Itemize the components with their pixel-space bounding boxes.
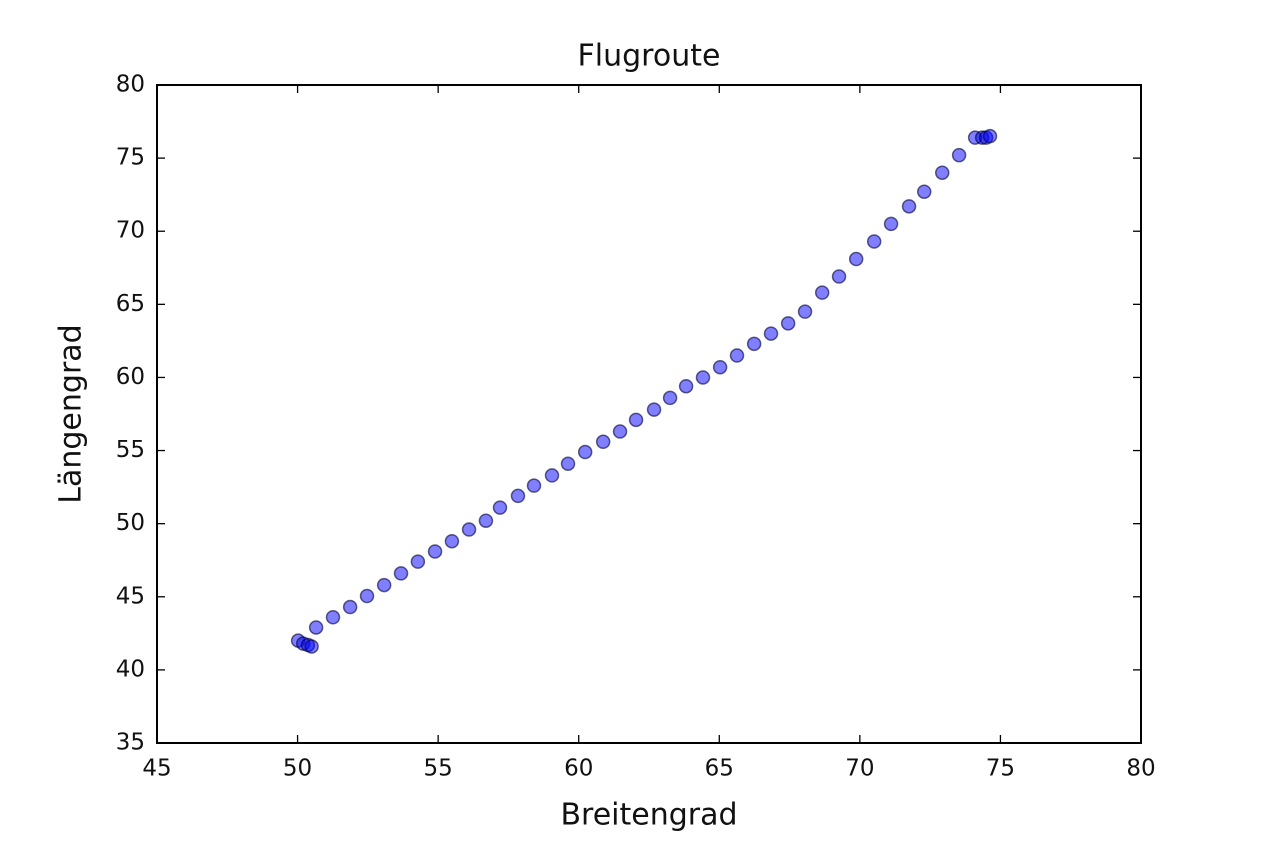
point [376, 577, 392, 593]
y-axis-label: Längengrad [54, 324, 89, 503]
point [560, 456, 576, 471]
point [729, 348, 745, 363]
point [866, 234, 882, 249]
point [934, 165, 950, 180]
point [797, 304, 813, 319]
point [342, 599, 358, 615]
point [712, 359, 728, 375]
x-tick-label: 60 [564, 756, 593, 782]
point [427, 544, 443, 559]
y-tick-label: 40 [116, 656, 145, 682]
point [848, 251, 864, 267]
point [951, 147, 967, 163]
point [612, 424, 628, 439]
point [492, 500, 508, 515]
point [544, 468, 560, 483]
point [883, 216, 899, 232]
plot-frame [156, 84, 1142, 744]
point [814, 285, 830, 300]
x-tick-label: 55 [424, 756, 453, 782]
y-tick-label: 65 [116, 291, 145, 317]
point [304, 639, 319, 654]
point [695, 370, 711, 385]
point [662, 390, 678, 406]
point [461, 522, 477, 537]
point [678, 378, 694, 394]
point [308, 620, 324, 635]
y-tick-label: 50 [116, 510, 145, 536]
point [746, 336, 762, 352]
point [916, 184, 932, 199]
y-tick-label: 70 [116, 218, 145, 244]
y-tick-label: 35 [116, 730, 145, 756]
y-tick-label: 80 [116, 72, 145, 98]
x-tick-label: 75 [986, 756, 1015, 782]
point [646, 402, 662, 417]
point [325, 609, 341, 625]
point [410, 554, 426, 569]
y-tick-label: 55 [116, 437, 145, 463]
point [780, 316, 796, 331]
point [444, 533, 460, 549]
point [359, 588, 375, 604]
point [393, 566, 409, 581]
x-tick-label: 65 [705, 756, 734, 782]
chart-title: Flugroute [578, 39, 721, 74]
point [478, 513, 494, 528]
point [628, 412, 644, 428]
x-tick-label: 50 [283, 756, 312, 782]
point [510, 488, 526, 504]
point [763, 326, 779, 341]
point [526, 478, 542, 493]
point [831, 269, 847, 284]
x-axis-label: Breitengrad [560, 798, 737, 833]
point [982, 128, 998, 144]
x-tick-label: 45 [142, 756, 171, 782]
point [901, 199, 917, 214]
y-tick-label: 75 [116, 145, 145, 171]
x-tick-label: 70 [845, 756, 874, 782]
y-tick-label: 60 [116, 364, 145, 390]
point [595, 434, 611, 450]
x-tick-label: 80 [1126, 756, 1155, 782]
y-tick-label: 45 [116, 583, 145, 609]
point [577, 444, 593, 460]
